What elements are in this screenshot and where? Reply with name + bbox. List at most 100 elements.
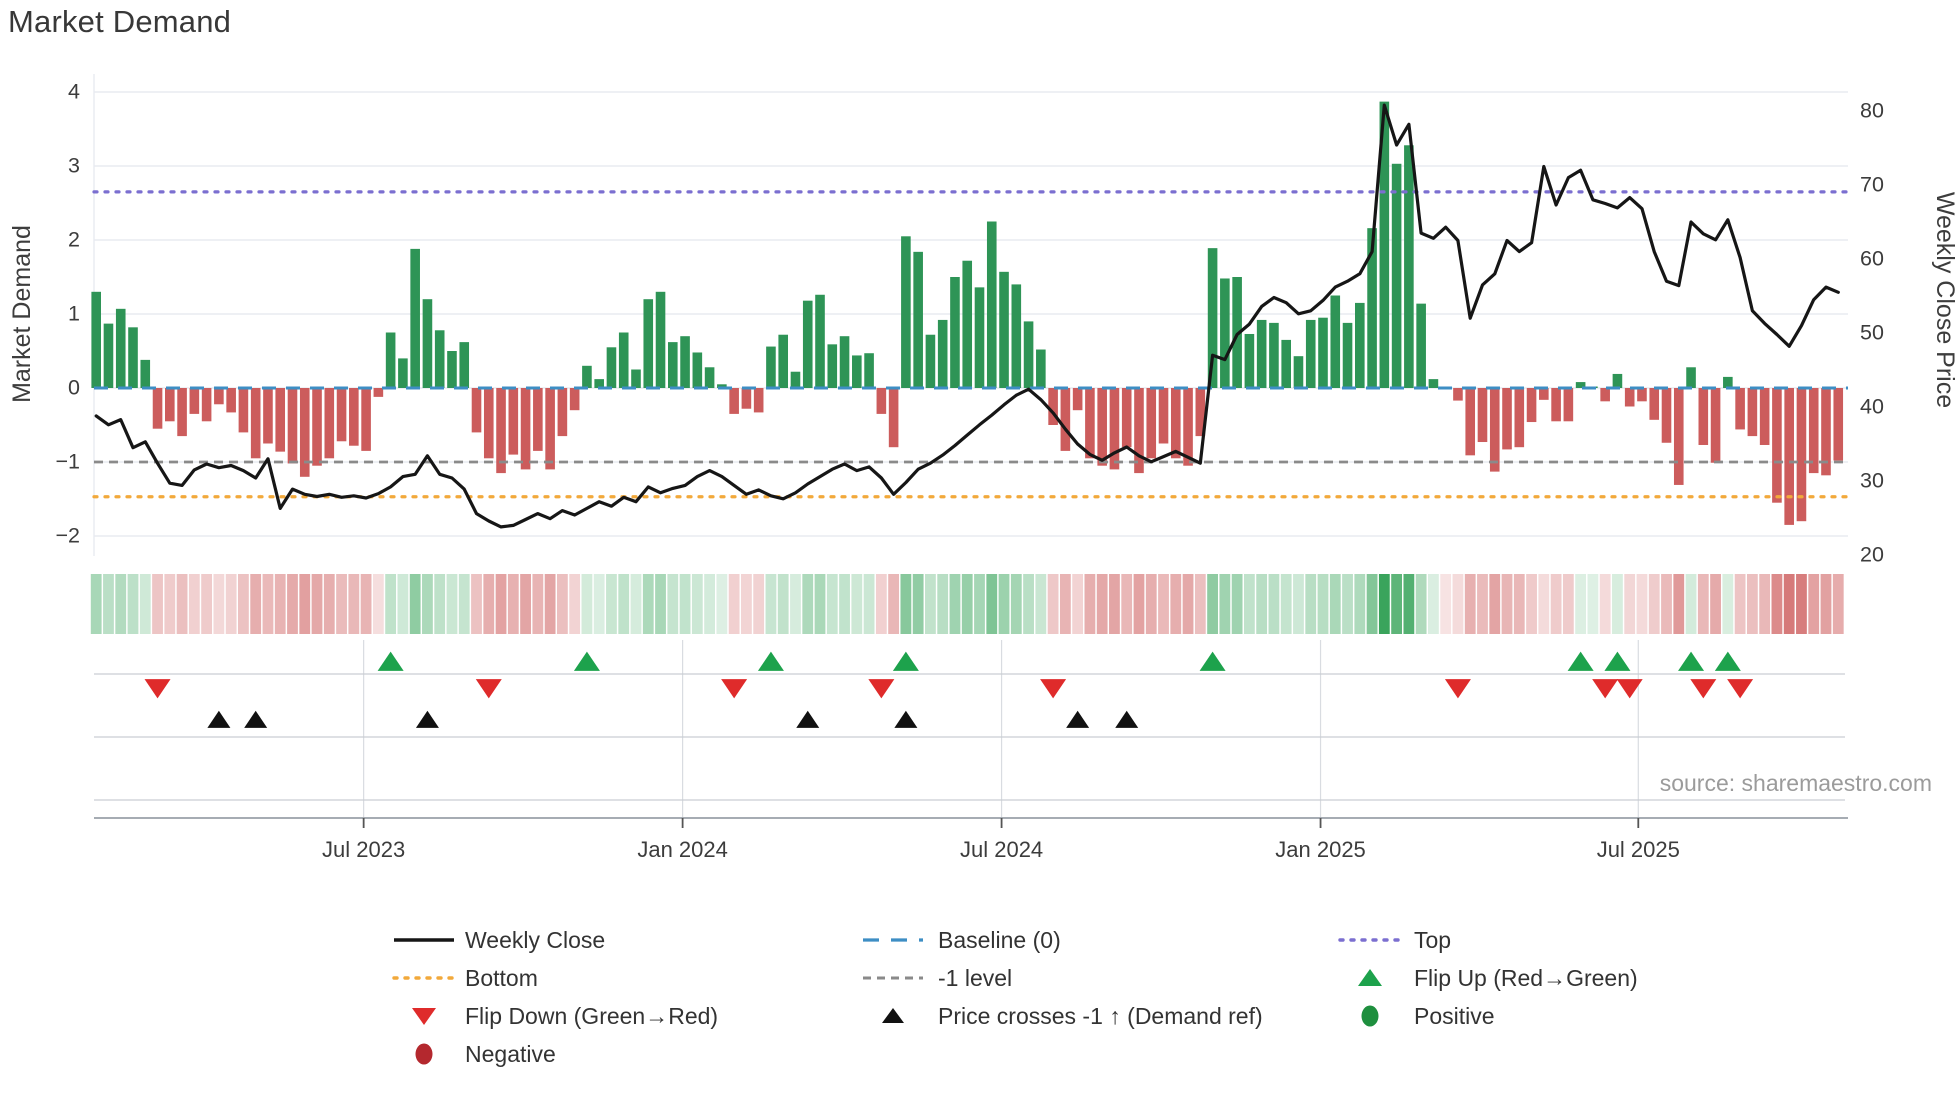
- weekly-close-path: [94, 103, 1840, 529]
- flip-down-marker: [475, 679, 502, 699]
- heatmap-cell: [593, 574, 605, 634]
- demand-bar-negative: [263, 388, 273, 444]
- demand-bar-positive: [1269, 322, 1279, 388]
- demand-bar-positive: [1404, 145, 1414, 388]
- demand-bar-positive: [1612, 373, 1623, 388]
- demand-bar-positive: [643, 299, 654, 388]
- heatmap-cell: [1464, 574, 1476, 634]
- demand-bar-negative: [1502, 388, 1512, 450]
- heatmap-cell: [483, 574, 495, 634]
- flip-up-marker: [1199, 651, 1226, 671]
- heatmap-cell: [630, 574, 642, 634]
- heatmap-cell: [1587, 574, 1599, 634]
- demand-bar-positive: [864, 353, 874, 388]
- demand-bar-negative: [349, 388, 359, 446]
- demand-bar-negative: [729, 388, 739, 414]
- demand-bar-positive: [1281, 339, 1291, 388]
- demand-bar-negative: [1796, 388, 1807, 522]
- demand-bar-negative: [1170, 388, 1181, 459]
- demand-bar-positive: [1391, 163, 1402, 388]
- heatmap-cell: [262, 574, 274, 634]
- demand-bar-negative: [1710, 388, 1721, 463]
- heatmap-cell: [1243, 574, 1255, 634]
- x-tick-label: Jul 2025: [1597, 837, 1680, 862]
- demand-bar-positive: [1220, 278, 1230, 388]
- demand-bar-positive: [1011, 284, 1022, 388]
- heatmap-cell: [127, 574, 139, 634]
- left-tick-label: 1: [68, 302, 80, 326]
- demand-bar-positive: [974, 287, 985, 388]
- heatmap-cell: [679, 574, 691, 634]
- flip-down-marker: [144, 679, 171, 699]
- demand-bar-negative: [152, 388, 163, 429]
- price-cross-marker: [1066, 710, 1090, 728]
- heatmap-cell: [238, 574, 249, 634]
- demand-bar-positive: [606, 347, 617, 388]
- demand-bar-positive: [1244, 333, 1255, 388]
- demand-bars: [91, 101, 1844, 525]
- demand-bar-negative: [1465, 388, 1476, 456]
- demand-bar-negative: [201, 388, 212, 422]
- demand-bar-positive: [778, 334, 789, 388]
- demand-bar-negative: [324, 388, 335, 459]
- heatmap-cell: [888, 574, 900, 634]
- heatmap-cell: [103, 574, 114, 634]
- heatmap-cell: [1722, 574, 1734, 634]
- heatmap-cell: [434, 574, 446, 634]
- demand-bar-negative: [1772, 388, 1782, 503]
- heatmap-cell: [152, 574, 163, 634]
- demand-bar-negative: [336, 388, 347, 442]
- x-tick-label: Jul 2023: [322, 837, 405, 862]
- demand-bar-negative: [1661, 388, 1672, 443]
- demand-bar-negative: [1649, 388, 1660, 420]
- demand-bar-negative: [1060, 388, 1071, 451]
- heatmap-cell: [1648, 574, 1660, 634]
- heatmap-cell: [1158, 574, 1169, 634]
- heatmap-cell: [188, 574, 200, 634]
- x-tick-label: Jan 2024: [637, 837, 728, 862]
- heatmap-cell: [581, 574, 593, 634]
- demand-bar-positive: [1036, 349, 1046, 388]
- demand-bar-negative: [1563, 388, 1574, 422]
- demand-bar-negative: [189, 388, 200, 414]
- heatmap-cell: [998, 574, 1010, 634]
- demand-bar-negative: [1072, 388, 1083, 411]
- flip-down-marker: [868, 679, 895, 699]
- left-tick-label: 3: [68, 154, 80, 178]
- heatmap-cell: [642, 574, 654, 634]
- demand-bar-negative: [1121, 388, 1132, 448]
- heatmap-cell: [1170, 574, 1182, 634]
- price-cross-marker: [894, 710, 918, 728]
- demand-bar-negative: [483, 388, 494, 459]
- heatmap-cell: [1685, 574, 1697, 634]
- demand-bar-negative: [1097, 388, 1107, 466]
- demand-bar-negative: [1453, 388, 1463, 401]
- demand-bar-positive: [1379, 101, 1390, 389]
- flip-up-marker: [377, 651, 404, 671]
- heatmap-cell: [1219, 574, 1231, 634]
- price-cross-marker: [244, 710, 268, 728]
- heatmap-cell: [569, 574, 581, 634]
- demand-bar-positive: [1428, 379, 1439, 388]
- demand-bar-negative: [1085, 388, 1095, 459]
- heatmap-cell: [458, 574, 470, 634]
- right-tick-label: 50: [1860, 321, 1884, 345]
- demand-bar-positive: [790, 371, 801, 388]
- demand-bar-positive: [766, 346, 776, 388]
- demand-bar-positive: [1318, 317, 1328, 388]
- demand-bar-positive: [410, 248, 420, 388]
- demand-bar-negative: [361, 388, 371, 451]
- demand-bar-positive: [1575, 382, 1586, 388]
- demand-bar-negative: [888, 388, 899, 448]
- demand-bar-positive: [692, 352, 703, 388]
- demand-bar-negative: [1759, 388, 1770, 445]
- heatmap-cell: [912, 574, 924, 634]
- heatmap-cell: [360, 574, 372, 634]
- heatmap-cell: [1293, 574, 1304, 634]
- heatmap-cell: [1109, 574, 1120, 634]
- demand-bar-negative: [471, 388, 482, 433]
- left-tick-label: 4: [68, 80, 80, 104]
- heatmap-cell: [299, 574, 311, 634]
- demand-bar-negative: [1600, 388, 1610, 402]
- demand-bar-negative: [1526, 388, 1537, 423]
